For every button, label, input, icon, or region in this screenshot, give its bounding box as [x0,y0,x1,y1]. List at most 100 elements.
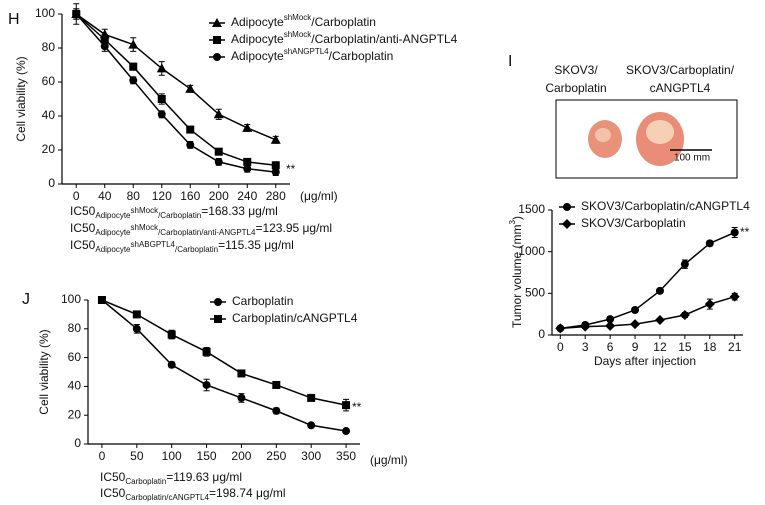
y-axis-label: Tumor volume (mm3) [508,216,524,328]
ic50-note-part: /Carboplatin [175,245,218,254]
marker [72,10,81,18]
marker [680,260,689,269]
annotation: ** [352,400,362,414]
x-tick-label: 350 [336,449,356,463]
marker [272,406,281,415]
x-tick-label: 250 [266,449,286,463]
marker [704,299,715,310]
tumor-highlight [595,128,611,142]
ic50-note-part: =123.95 μg/ml [255,221,332,235]
photo-label: SKOV3/ [554,63,598,77]
marker [307,393,316,402]
x-tick-label: 300 [301,449,321,463]
y-tick-label: 100 [35,6,55,20]
x-tick-label: 15 [678,340,692,354]
panel-letter: J [22,291,30,308]
y-tick-label: 0 [74,436,81,450]
y-axis-label-part: Tumor volume (mm [510,224,524,328]
ic50-note: IC50AdipocyteshMock/Carboplatin=168.33 μ… [70,204,278,220]
marker [186,140,195,149]
ic50-note-part: shMock [131,223,160,232]
ic50-note-part: Adipocyte [95,228,131,237]
legend-label-part: /Carboplatin [329,49,394,63]
series-line [101,299,347,432]
x-tick-label: 0 [73,189,80,203]
annotation: ** [740,225,750,239]
legend-label-part: /Carboplatin [311,15,376,29]
legend-label-part: shANGPTL4 [284,47,329,56]
y-axis-label-part: 3 [508,219,517,224]
ic50-note-part: Carboplatin/cANGPTL4 [125,493,209,502]
marker [167,330,176,339]
photo-label: cANGPTL4 [650,81,711,95]
series-line [75,13,276,173]
legend-label: AdipocyteshMock/Carboplatin [231,13,376,29]
ic50-note-part: /Carboplatin [158,211,201,220]
legend-label: SKOV3/Carboplatin/cANGPTL4 [581,199,750,213]
y-tick-label: 60 [42,74,56,88]
marker [271,161,280,170]
series-line [75,13,276,167]
marker [213,109,224,119]
x-tick-label: 200 [231,449,251,463]
legend-label: Carboplatin/cANGPTL4 [232,311,358,325]
panel-letter: I [508,53,512,70]
marker [157,110,166,119]
ic50-note-part: =119.63 μg/ml [166,470,242,484]
y-tick-label: 0 [538,327,545,341]
series-line [75,13,277,141]
x-unit: (μg/ml) [300,189,338,203]
x-tick-label: 160 [180,189,200,203]
marker [342,427,351,436]
y-tick-label: 20 [42,142,56,156]
y-tick-label: 40 [68,379,82,393]
legend-label-part: shMock [284,13,313,22]
x-tick-label: 100 [162,449,182,463]
marker [129,76,138,85]
ic50-note: IC50Carboplatin=119.63 μg/ml [100,470,242,486]
legend-label-part: Adipocyte [231,15,284,29]
tumor-highlight [646,120,674,144]
legend-label: Carboplatin [232,294,293,308]
marker [186,125,195,134]
x-tick-label: 9 [632,340,639,354]
marker [342,401,351,410]
legend-label: SKOV3/Carboplatin [581,216,686,230]
ic50-note: IC50Carboplatin/cANGPTL4=198.74 μg/ml [100,486,286,502]
y-tick-label: 80 [42,40,56,54]
marker [270,134,281,144]
marker [307,421,316,430]
marker [129,62,138,71]
x-tick-label: 80 [127,189,141,203]
marker [157,95,166,103]
x-tick-label: 150 [197,449,217,463]
ic50-note-part: IC50 [70,221,96,235]
marker [202,380,211,389]
marker [132,310,141,319]
legend-label-part: /Carboplatin/anti-ANGPTL4 [311,32,457,46]
marker [167,360,176,369]
legend-label-part: Adipocyte [231,32,284,46]
y-tick-label: 40 [42,108,56,122]
legend-label-part: shMock [284,30,313,39]
y-axis-label-part: ) [510,216,524,220]
x-tick-label: 3 [582,340,589,354]
ic50-note-part: IC50 [70,238,96,252]
y-tick-label: 80 [68,321,82,335]
marker [100,35,109,44]
marker [580,321,591,332]
marker [97,296,106,304]
photo-label: Carboplatin [545,81,606,95]
ic50-note-part: Adipocyte [95,245,131,254]
marker [214,157,223,166]
y-tick-label: 1000 [518,244,545,258]
marker [237,393,246,402]
marker [237,369,246,378]
x-axis-label: Days after injection [594,354,696,368]
ic50-note-part: IC50 [100,486,126,500]
x-tick-label: 120 [152,189,172,203]
ic50-note-part: IC50 [70,204,96,218]
y-tick-label: 0 [48,176,55,190]
x-tick-label: 0 [99,449,106,463]
